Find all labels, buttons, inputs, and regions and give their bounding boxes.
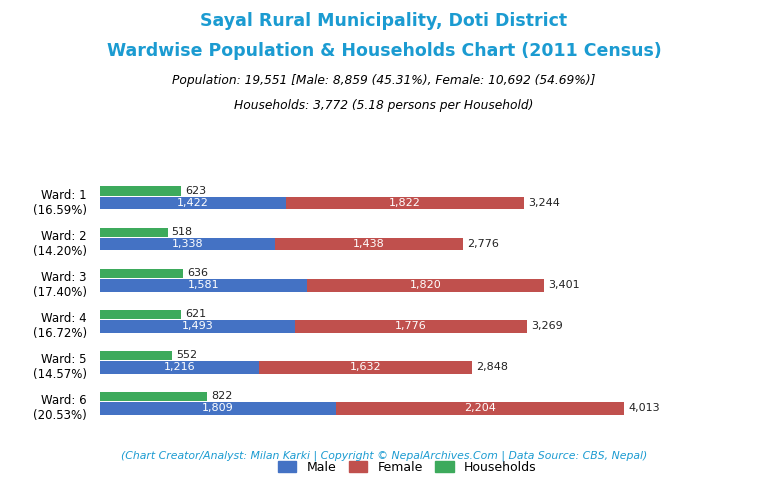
Text: 2,776: 2,776 <box>467 239 498 249</box>
Bar <box>306 279 545 291</box>
Text: Households: 3,772 (5.18 persons per Household): Households: 3,772 (5.18 persons per Hous… <box>234 99 534 111</box>
Bar <box>100 391 207 401</box>
Bar <box>100 320 295 332</box>
Bar <box>100 227 167 237</box>
Bar <box>100 361 259 374</box>
Bar <box>100 186 181 196</box>
Text: 1,809: 1,809 <box>202 403 234 414</box>
Text: 3,401: 3,401 <box>548 281 580 290</box>
Bar <box>100 310 181 318</box>
Text: 1,632: 1,632 <box>349 362 381 372</box>
Text: 518: 518 <box>171 227 193 237</box>
Text: 3,244: 3,244 <box>528 198 560 209</box>
Legend: Male, Female, Households: Male, Female, Households <box>273 456 541 479</box>
Text: 1,216: 1,216 <box>164 362 195 372</box>
Text: 1,422: 1,422 <box>177 198 209 209</box>
Text: 1,820: 1,820 <box>409 281 442 290</box>
Text: 1,822: 1,822 <box>389 198 421 209</box>
Bar <box>259 361 472 374</box>
Text: 2,204: 2,204 <box>465 403 496 414</box>
Bar <box>286 197 524 210</box>
Bar <box>295 320 527 332</box>
Bar <box>100 197 286 210</box>
Bar <box>336 402 624 415</box>
Text: (Chart Creator/Analyst: Milan Karki | Copyright © NepalArchives.Com | Data Sourc: (Chart Creator/Analyst: Milan Karki | Co… <box>121 451 647 461</box>
Text: 636: 636 <box>187 268 208 278</box>
Text: 822: 822 <box>211 391 233 401</box>
Bar <box>100 238 275 250</box>
Text: 1,493: 1,493 <box>181 321 214 331</box>
Text: 1,438: 1,438 <box>353 239 385 249</box>
Text: 1,338: 1,338 <box>171 239 203 249</box>
Text: 1,776: 1,776 <box>396 321 427 331</box>
Text: 1,581: 1,581 <box>187 281 219 290</box>
Bar <box>100 279 306 291</box>
Text: 3,269: 3,269 <box>531 321 563 331</box>
Text: 552: 552 <box>176 350 197 360</box>
Bar <box>100 351 172 359</box>
Text: 623: 623 <box>185 186 207 196</box>
Text: Population: 19,551 [Male: 8,859 (45.31%), Female: 10,692 (54.69%)]: Population: 19,551 [Male: 8,859 (45.31%)… <box>172 74 596 87</box>
Bar <box>100 269 183 278</box>
Text: 2,848: 2,848 <box>476 362 508 372</box>
Text: Wardwise Population & Households Chart (2011 Census): Wardwise Population & Households Chart (… <box>107 42 661 60</box>
Bar <box>275 238 463 250</box>
Text: 4,013: 4,013 <box>628 403 660 414</box>
Text: Sayal Rural Municipality, Doti District: Sayal Rural Municipality, Doti District <box>200 12 568 31</box>
Text: 621: 621 <box>185 309 206 319</box>
Bar <box>100 402 336 415</box>
